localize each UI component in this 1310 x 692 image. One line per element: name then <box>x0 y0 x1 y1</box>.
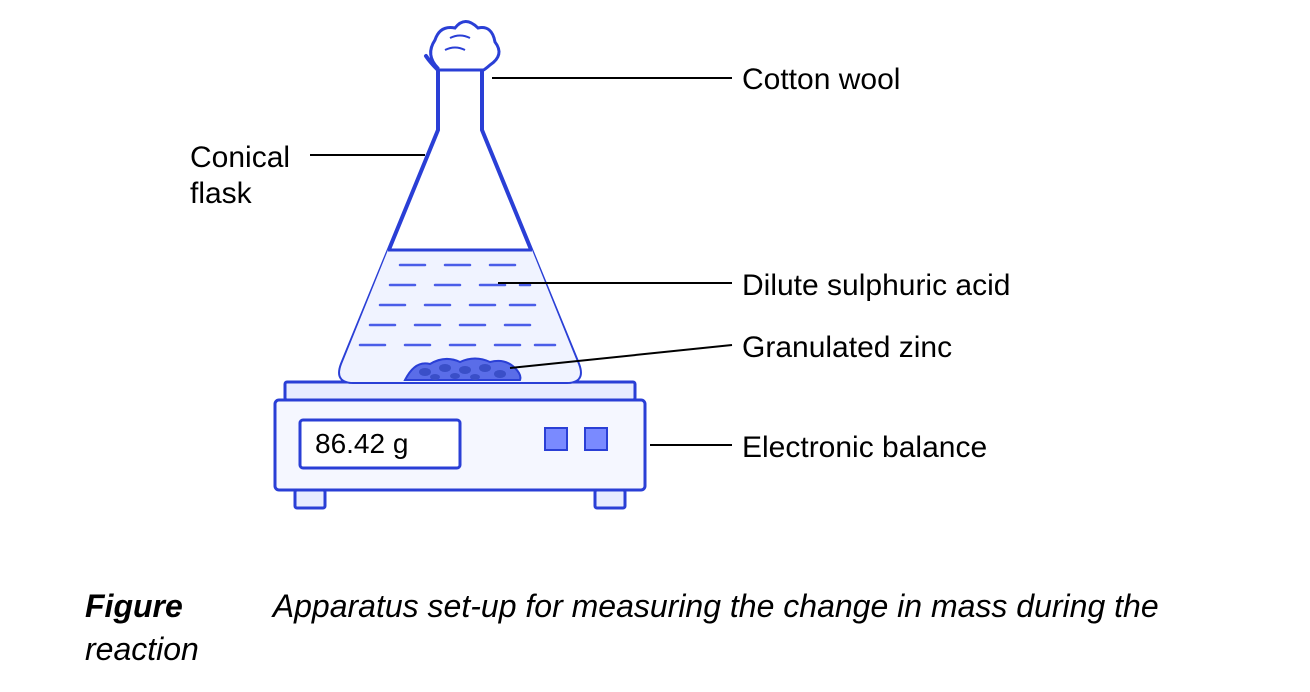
label-acid: Dilute sulphuric acid <box>742 268 1010 304</box>
apparatus-diagram: Cotton wool Conical flask Dilute sulphur… <box>0 0 1310 560</box>
label-balance: Electronic balance <box>742 430 987 466</box>
label-conical-flask-line2: flask <box>190 177 252 210</box>
diagram-svg <box>0 0 1310 560</box>
label-conical-flask-line1: Conical <box>190 141 290 174</box>
label-zinc: Granulated zinc <box>742 330 952 366</box>
figure-label: Figure <box>85 588 183 624</box>
balance-button-1 <box>545 428 567 450</box>
label-conical-flask: Conical flask <box>190 140 290 212</box>
label-cotton-wool: Cotton wool <box>742 62 900 98</box>
conical-flask <box>340 56 580 382</box>
balance-reading: 86.42 g <box>315 428 408 460</box>
cotton-wool <box>431 22 499 71</box>
figure-caption: FigureApparatus set-up for measuring the… <box>85 585 1250 671</box>
caption-text: Apparatus set-up for measuring the chang… <box>85 588 1159 667</box>
balance-button-2 <box>585 428 607 450</box>
